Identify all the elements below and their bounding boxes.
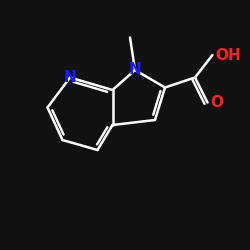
Text: N: N <box>128 62 141 78</box>
Text: O: O <box>210 95 223 110</box>
Text: N: N <box>64 70 76 85</box>
Text: OH: OH <box>215 48 241 62</box>
